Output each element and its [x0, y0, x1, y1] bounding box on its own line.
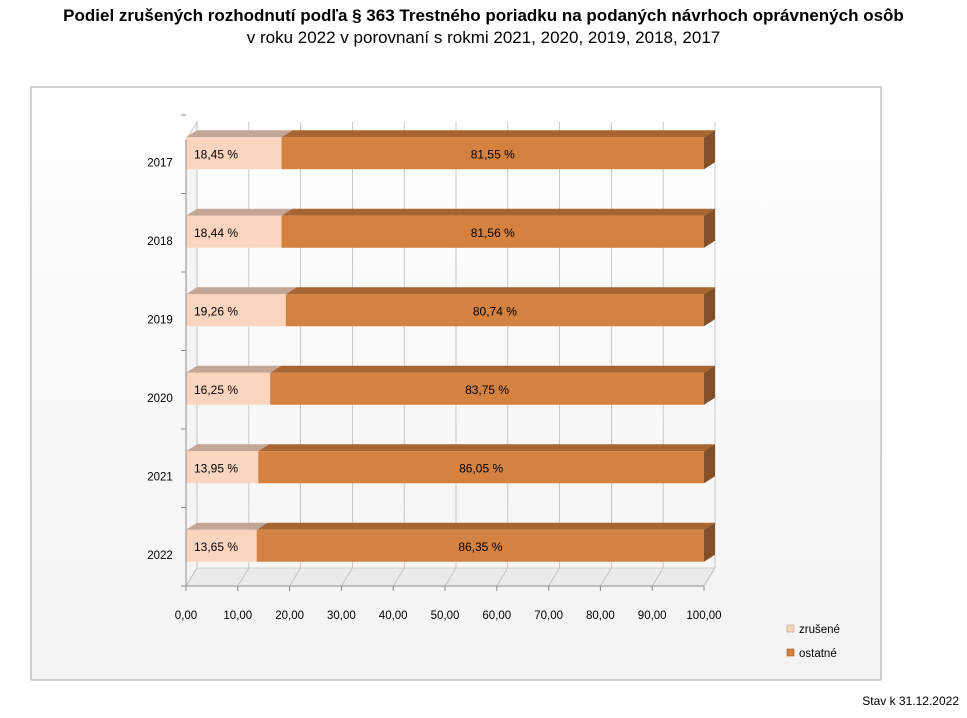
bars: 18,45 % 81,55 % 18,44 % 81,56 % 19,26 % 80,74… [186, 130, 715, 562]
bar-top-ostatné [281, 208, 715, 216]
x-tick-label: 50,00 [431, 610, 460, 622]
data-label: 86,35 % [458, 540, 502, 554]
x-tick-label: 70,00 [534, 610, 563, 622]
data-label: 80,74 % [473, 304, 517, 318]
data-label: 13,65 % [194, 540, 238, 554]
y-tick-label: 2022 [147, 550, 173, 562]
x-tick-label: 40,00 [379, 610, 408, 622]
bar-zrušené [186, 451, 259, 484]
bar-ostatné [270, 372, 704, 405]
grid-line-floor [496, 567, 509, 587]
data-label: 18,44 % [194, 226, 238, 240]
chart-subtitle: v roku 2022 v porovnaní s rokmi 2021, 20… [246, 28, 721, 47]
bar-zrušené [186, 372, 271, 405]
data-label: 83,75 % [465, 383, 509, 397]
bar-zrušené [186, 529, 257, 562]
axes: 2017 2018 2019 2020 2021 2022 0,00 10,00 20,00 30… [147, 114, 722, 622]
bar-side-ostatné [704, 522, 715, 562]
chart-title: Podiel zrušených rozhodnutí podľa § 363 … [63, 6, 904, 25]
bar-top-ostatné [285, 287, 715, 295]
grid-line-floor [341, 567, 353, 587]
bar-side-ostatné [704, 444, 715, 484]
bar-top-ostatné [256, 522, 715, 530]
y-tick-label: 2019 [147, 314, 173, 326]
data-label: 81,55 % [471, 147, 515, 161]
bar-zrušené [186, 137, 282, 170]
bar-ostatné [285, 294, 704, 327]
bar-ostatné [281, 137, 704, 170]
grid-line-floor [237, 567, 250, 587]
bar-top-ostatné [270, 365, 715, 373]
data-label: 19,26 % [194, 304, 238, 318]
legend-label: zrušené [799, 624, 840, 636]
bar-top-zrušené [186, 287, 297, 295]
grid-line-floor [600, 567, 612, 587]
x-tick-label: 90,00 [638, 610, 667, 622]
data-label: 81,56 % [471, 226, 515, 240]
bar-top-ostatné [258, 444, 715, 452]
y-tick-label: 2017 [147, 157, 173, 169]
bar-side-ostatné [704, 208, 715, 248]
x-tick-label: 30,00 [327, 610, 356, 622]
data-label: 18,45 % [194, 147, 238, 161]
bar-zrušené [186, 215, 282, 248]
grid-line-floor [289, 567, 301, 587]
data-label: 16,25 % [194, 383, 238, 397]
bar-side-ostatné [704, 130, 715, 170]
x-tick-label: 80,00 [586, 610, 615, 622]
bar-top-zrušené [186, 365, 282, 373]
bar-top-zrušené [186, 522, 268, 530]
data-label: 86,05 % [459, 461, 503, 475]
legend-swatch [786, 648, 795, 657]
bar-top-zrušené [186, 444, 270, 452]
legend-swatch [786, 624, 795, 633]
bar-top-zrušené [186, 130, 293, 138]
x-tick-label: 60,00 [482, 610, 511, 622]
bar-top-ostatné [281, 130, 715, 138]
footer-status: Stav k 31.12.2022 [862, 694, 959, 708]
x-tick-label: 20,00 [275, 610, 304, 622]
chart-side-wall [185, 120, 198, 588]
grid-line-floor [703, 567, 716, 587]
data-label: 13,95 % [194, 461, 238, 475]
y-tick-label: 2020 [147, 393, 173, 405]
bar-zrušené [186, 294, 286, 327]
bar-side-ostatné [704, 365, 715, 405]
bar-ostatné [256, 529, 704, 562]
grid-line-floor [444, 567, 457, 587]
grid-line-floor [548, 567, 560, 587]
legend: zrušené ostatné [786, 624, 840, 660]
x-tick-label: 0,00 [175, 610, 197, 622]
bar-ostatné [258, 451, 704, 484]
y-tick-label: 2018 [147, 236, 173, 248]
y-tick-label: 2021 [147, 471, 173, 483]
bar-ostatné [281, 215, 704, 248]
grid-line-floor [651, 567, 664, 587]
grid-line-floor [392, 567, 405, 587]
bar-top-zrušené [186, 208, 293, 216]
x-tick-label: 10,00 [223, 610, 252, 622]
grid-line-floor [185, 567, 198, 587]
bar-side-ostatné [704, 287, 715, 327]
x-tick-label: 100,00 [686, 610, 721, 622]
legend-label: ostatné [799, 648, 837, 660]
